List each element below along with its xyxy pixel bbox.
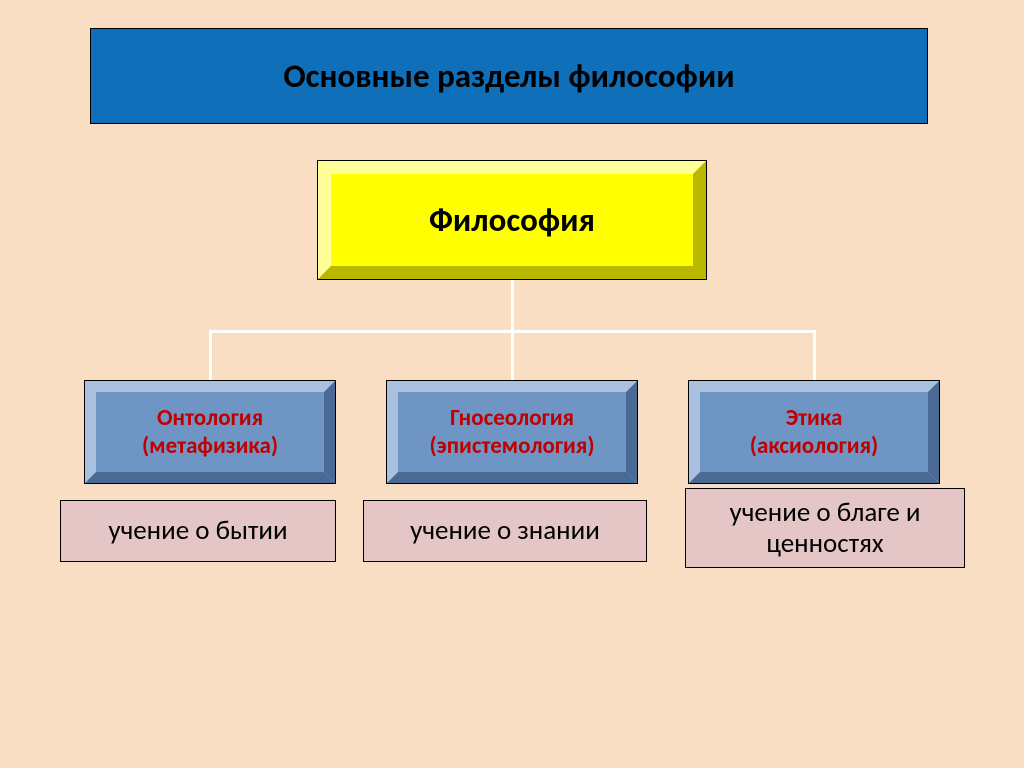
branch-desc-1: учение о знании xyxy=(363,500,647,562)
branch-node-0-line1: Онтология xyxy=(157,404,263,432)
branch-node-1: Гносеология(эпистемология) xyxy=(386,380,638,484)
branch-node-0: Онтология(метафизика) xyxy=(84,380,336,484)
branch-node-0-line2: (метафизика) xyxy=(142,432,278,460)
branch-node-2-line1: Этика xyxy=(786,404,843,432)
branch-node-2-line2: (аксиология) xyxy=(750,432,878,460)
branch-desc-2: учение о благе и ценностях xyxy=(685,488,965,568)
slide-title: Основные разделы философии xyxy=(90,28,928,124)
root-node: Философия xyxy=(317,160,707,280)
branch-node-1-line2: (эпистемология) xyxy=(430,432,595,460)
branch-node-2: Этика(аксиология) xyxy=(688,380,940,484)
branch-node-1-line1: Гносеология xyxy=(450,404,574,432)
connector-drop-0 xyxy=(209,330,212,380)
connector-drop-2 xyxy=(813,330,816,380)
diagram-canvas: Основные разделы философии Философия Онтол… xyxy=(0,0,1024,768)
connector-drop-1 xyxy=(511,330,514,380)
root-node-text: Философия xyxy=(429,200,595,240)
connector-trunk xyxy=(511,280,514,333)
branch-desc-0: учение о бытии xyxy=(60,500,336,562)
